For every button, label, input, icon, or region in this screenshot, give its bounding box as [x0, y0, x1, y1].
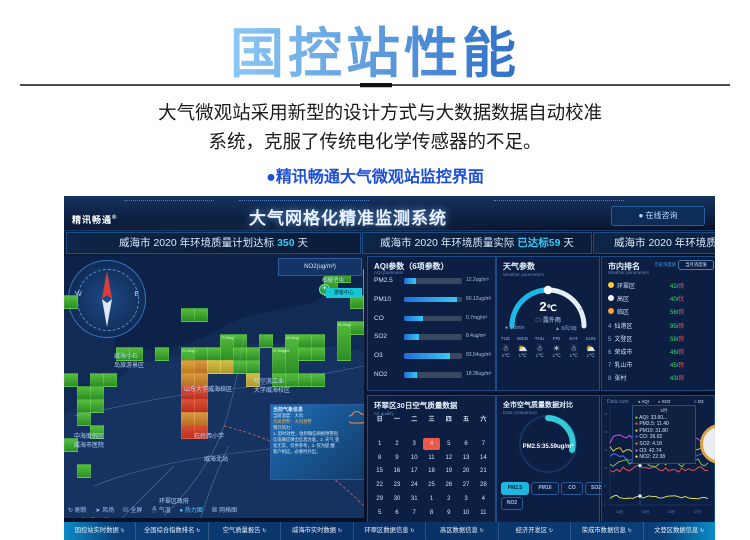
svg-text:15: 15: [604, 448, 608, 452]
svg-text:20: 20: [604, 430, 608, 434]
svg-text:14日: 14日: [616, 510, 623, 514]
svg-text:16日: 16日: [668, 510, 675, 514]
svg-text:10: 10: [604, 466, 608, 470]
svg-text:15日: 15日: [642, 510, 649, 514]
svg-text:0: 0: [604, 502, 606, 506]
svg-text:5: 5: [604, 484, 606, 488]
svg-text:25: 25: [604, 412, 608, 416]
svg-text:17日: 17日: [694, 510, 701, 514]
